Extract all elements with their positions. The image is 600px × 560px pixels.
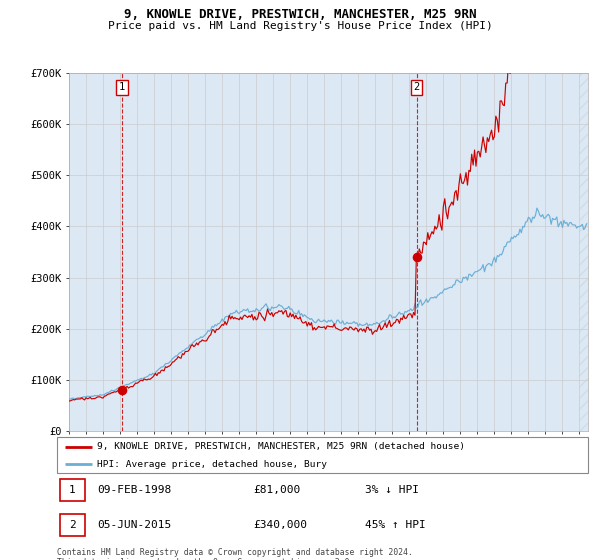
Text: 1: 1 (69, 485, 76, 495)
Text: Price paid vs. HM Land Registry's House Price Index (HPI): Price paid vs. HM Land Registry's House … (107, 21, 493, 31)
Bar (580, 73, 588, 431)
Text: 05-JUN-2015: 05-JUN-2015 (97, 520, 171, 530)
FancyBboxPatch shape (57, 437, 588, 473)
Text: HPI: Average price, detached house, Bury: HPI: Average price, detached house, Bury (97, 460, 327, 469)
Text: 9, KNOWLE DRIVE, PRESTWICH, MANCHESTER, M25 9RN: 9, KNOWLE DRIVE, PRESTWICH, MANCHESTER, … (124, 8, 476, 21)
Point (117, 385, 127, 394)
FancyBboxPatch shape (59, 514, 85, 536)
Text: £340,000: £340,000 (253, 520, 307, 530)
Bar (580, 73, 588, 431)
Text: 9, KNOWLE DRIVE, PRESTWICH, MANCHESTER, M25 9RN (detached house): 9, KNOWLE DRIVE, PRESTWICH, MANCHESTER, … (97, 442, 465, 451)
Text: £81,000: £81,000 (253, 485, 301, 495)
Text: Contains HM Land Registry data © Crown copyright and database right 2024.
This d: Contains HM Land Registry data © Crown c… (57, 548, 413, 560)
Text: 1: 1 (119, 82, 125, 92)
FancyBboxPatch shape (59, 479, 85, 501)
Text: 2: 2 (69, 520, 76, 530)
Text: 45% ↑ HPI: 45% ↑ HPI (365, 520, 426, 530)
Point (412, 253, 421, 262)
Text: 2: 2 (413, 82, 420, 92)
Text: 09-FEB-1998: 09-FEB-1998 (97, 485, 171, 495)
Text: 3% ↓ HPI: 3% ↓ HPI (365, 485, 419, 495)
